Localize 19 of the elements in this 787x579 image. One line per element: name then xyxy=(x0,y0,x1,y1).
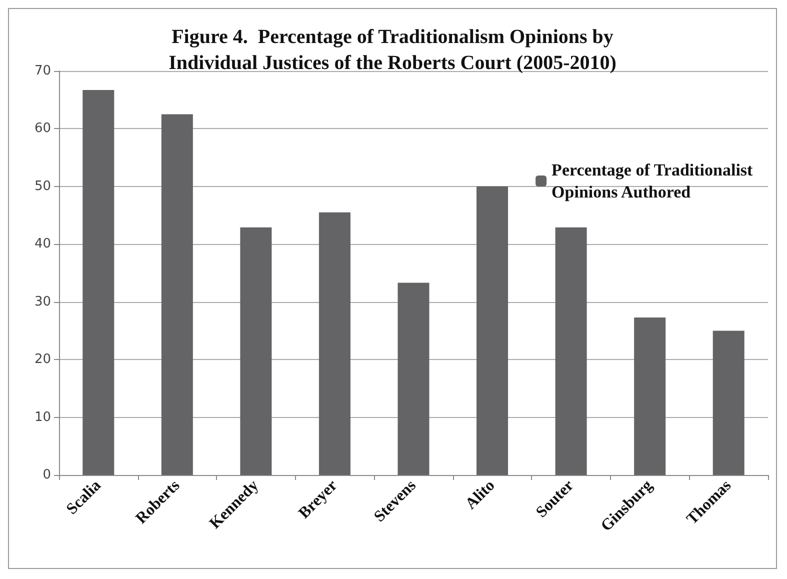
bar xyxy=(240,227,272,475)
bar xyxy=(555,227,587,475)
y-tick-label: 20 xyxy=(34,352,51,368)
bar xyxy=(712,330,744,475)
bar xyxy=(161,114,193,475)
y-tick-label: 30 xyxy=(34,294,51,310)
y-tick-label: 10 xyxy=(34,410,51,425)
bar xyxy=(476,186,508,475)
bar xyxy=(398,282,430,475)
bar xyxy=(318,212,350,475)
chart-title: Figure 4. Percentage of Traditionalism Opinions by Individual Justices of the Roberts Court (2005-2010) xyxy=(168,26,616,74)
bar xyxy=(634,317,666,475)
bar xyxy=(82,90,114,475)
y-tick-label: 50 xyxy=(34,178,51,194)
y-tick-label: 60 xyxy=(34,121,51,136)
y-tick-label: 40 xyxy=(34,236,51,252)
y-tick-label: 0 xyxy=(42,468,51,482)
y-tick-label: 70 xyxy=(34,64,51,78)
legend-label: Percentage of Traditionalist Opinions Authored xyxy=(552,160,754,202)
